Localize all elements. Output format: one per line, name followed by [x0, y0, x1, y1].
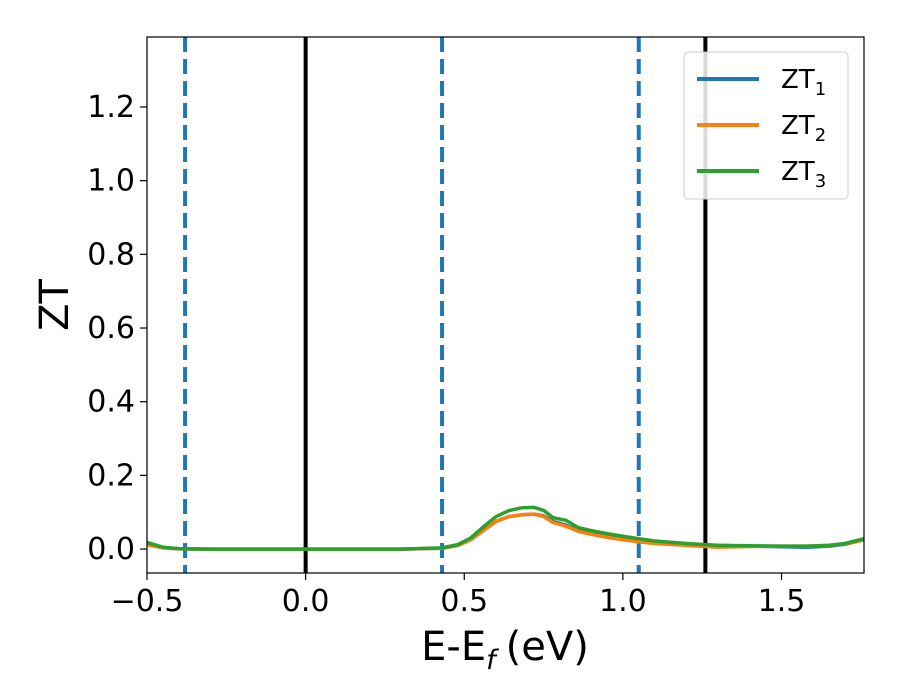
y-tick-label: 0.4	[87, 385, 135, 420]
series-line-3	[146, 505, 865, 551]
x-tick-label: 0.5	[440, 584, 488, 619]
x-tick-label: 1.0	[599, 584, 647, 619]
series-lines	[146, 505, 865, 551]
x-axis-title: E-Ef (eV)	[421, 624, 589, 676]
x-axis-title-main: E-E	[421, 624, 486, 670]
y-tick-label: 0.0	[87, 532, 135, 567]
legend-label-1: ZT1	[781, 65, 826, 100]
y-tick-label: 0.2	[87, 458, 135, 493]
x-axis-ticks: −0.5 0.0 0.5 1.0 1.5	[111, 573, 806, 619]
y-tick-label: 1.0	[87, 164, 135, 199]
legend: ZT1 ZT2 ZT3	[683, 51, 849, 200]
series-line-2	[146, 512, 865, 551]
plot-frame	[146, 36, 865, 574]
x-tick-label: −0.5	[111, 584, 184, 619]
legend-label-3: ZT3	[781, 157, 826, 192]
legend-box	[683, 51, 849, 200]
y-tick-label: 0.6	[87, 311, 135, 346]
y-axis-title: ZT	[32, 279, 78, 331]
y-tick-label: 1.2	[87, 90, 135, 125]
vertical-reference-lines	[183, 37, 708, 573]
x-tick-label: 0.0	[282, 584, 330, 619]
y-tick-label: 0.8	[87, 237, 135, 272]
x-tick-label: 1.5	[758, 584, 806, 619]
x-axis-title-unit: (eV)	[506, 624, 589, 670]
legend-label-2: ZT2	[781, 111, 826, 146]
x-axis-title-sub: f	[486, 645, 499, 676]
y-axis-ticks: 0.0 0.2 0.4 0.6 0.8 1.0 1.2	[87, 90, 147, 567]
